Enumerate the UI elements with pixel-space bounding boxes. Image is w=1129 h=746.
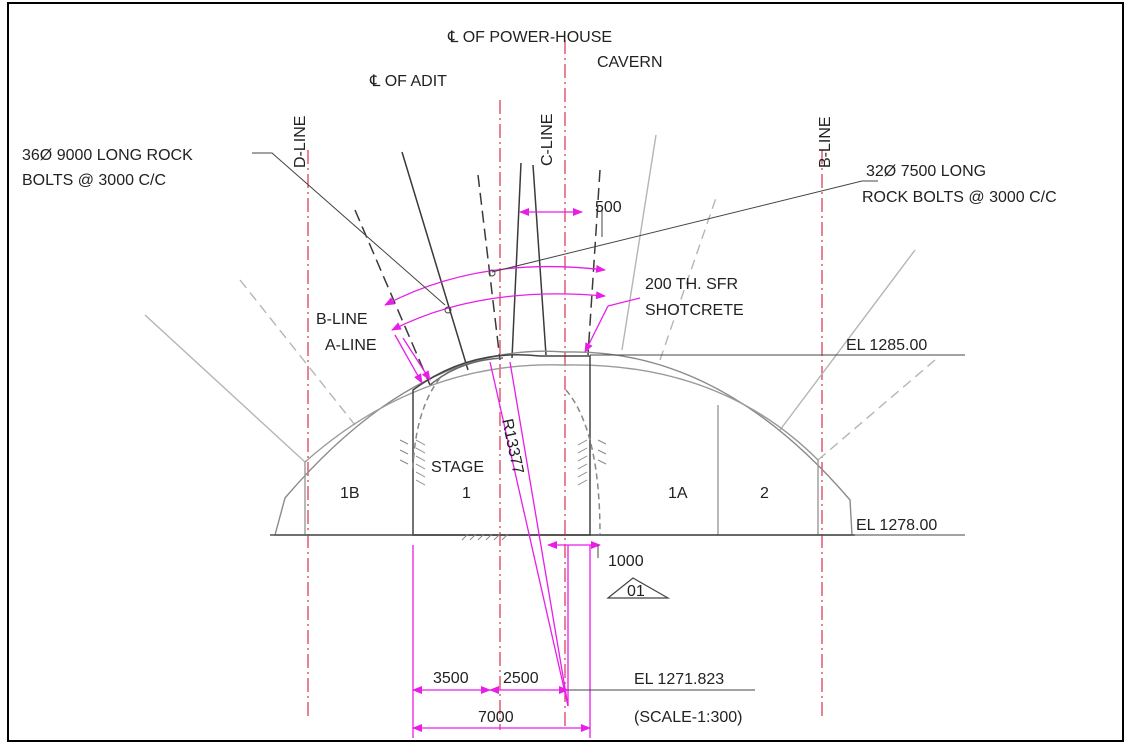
cl-adit-label: ℄ OF ADIT <box>369 73 447 90</box>
stage-1-box <box>412 353 601 536</box>
b-line-left-label: B-LINE <box>316 311 368 328</box>
cavern-outline <box>270 350 855 536</box>
dim-500-label: 500 <box>595 199 622 216</box>
hatching <box>399 439 607 541</box>
dim-2500-label: 2500 <box>503 670 539 687</box>
zone-1a-label: 1A <box>668 485 688 502</box>
cl-powerhouse-label-line2: CAVERN <box>597 54 663 71</box>
radius-label: R13377 <box>498 417 526 475</box>
bolts-right-label-2: ROCK BOLTS @ 3000 C/C <box>862 189 1057 206</box>
zone-2-label: 2 <box>760 485 769 502</box>
dim-3500-label: 3500 <box>433 670 469 687</box>
text-labels: ℄ OF POWER-HOUSE CAVERN ℄ OF ADIT D-LINE… <box>22 29 1057 726</box>
b-line-right-label: B-LINE <box>817 116 834 168</box>
section-mark-label: 01 <box>627 583 645 600</box>
leader-lines <box>252 152 965 691</box>
el-floor-label: EL 1278.00 <box>856 517 937 534</box>
rock-bolts-dark <box>354 151 601 386</box>
a-line-label: A-LINE <box>325 337 377 354</box>
el-center-label: EL 1271.823 <box>634 671 724 688</box>
d-line-label: D-LINE <box>292 116 309 168</box>
centerlines <box>307 40 823 730</box>
section-mark-triangle <box>606 577 671 599</box>
stage-number-label: 1 <box>462 485 471 502</box>
stage-label: STAGE <box>431 459 484 476</box>
cl-powerhouse-label: ℄ OF POWER-HOUSE <box>447 29 612 46</box>
bolts-left-label-2: BOLTS @ 3000 C/C <box>22 172 166 189</box>
shotcrete-label-1: 200 TH. SFR <box>645 276 738 293</box>
bolts-left-label-1: 36Ø 9000 LONG ROCK <box>22 147 193 164</box>
bolts-right-label-1: 32Ø 7500 LONG <box>866 163 986 180</box>
dim-1000-label: 1000 <box>608 553 644 570</box>
zone-1b-label: 1B <box>340 485 360 502</box>
el-top-label: EL 1285.00 <box>846 337 927 354</box>
dim-7000-label: 7000 <box>478 709 514 726</box>
rock-bolts-light <box>144 134 936 463</box>
shotcrete-label-2: SHOTCRETE <box>645 302 744 319</box>
magenta-dimensions <box>384 208 641 738</box>
c-line-label: C-LINE <box>539 114 556 166</box>
scale-label: (SCALE-1:300) <box>634 709 743 726</box>
